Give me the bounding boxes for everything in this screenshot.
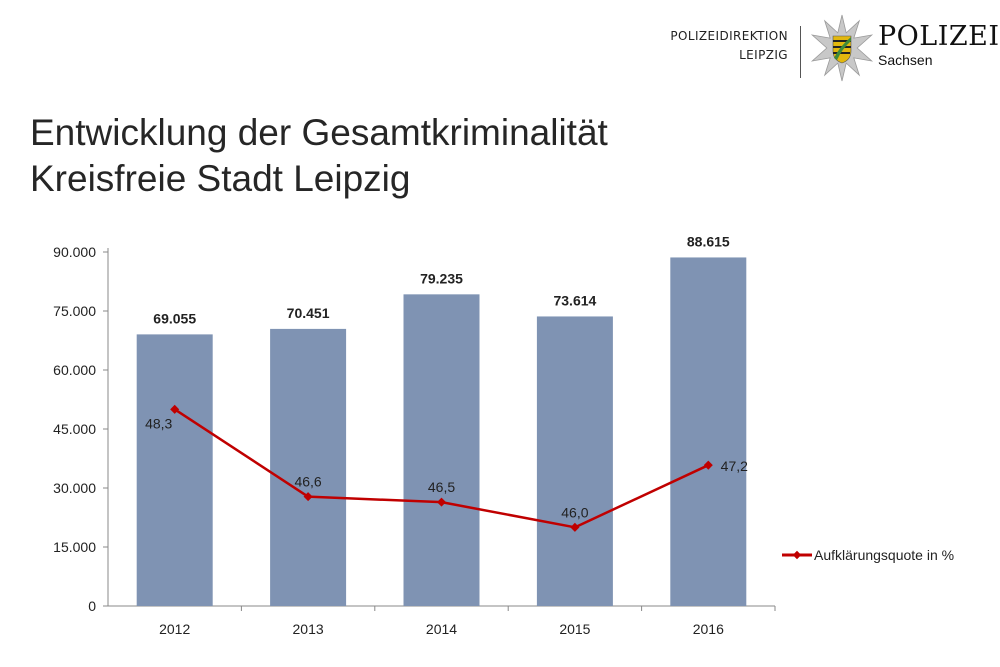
bar-value-label: 70.451 [287, 305, 330, 321]
x-tick-label: 2014 [426, 621, 457, 637]
brand-logo-text: POLIZEI Sachsen [878, 21, 1000, 69]
quota-marker [570, 522, 580, 532]
quota-marker [170, 404, 180, 414]
bar [270, 328, 347, 606]
x-tick-label: 2013 [293, 621, 324, 637]
bar-value-label: 88.615 [687, 233, 730, 249]
quota-value-label: 46,6 [294, 474, 321, 490]
org-line-2: LEIPZIG [739, 48, 788, 62]
title-line-2: Kreisfreie Stadt Leipzig [30, 158, 411, 199]
bar [670, 257, 747, 606]
org-line-1: POLIZEIDIREKTION [670, 29, 788, 43]
y-tick-label: 75.000 [53, 303, 96, 319]
bar [403, 294, 480, 606]
quota-value-label: 46,0 [561, 504, 588, 520]
y-tick-label: 30.000 [53, 480, 96, 496]
bar-value-label: 73.614 [553, 292, 596, 308]
bar [536, 316, 613, 606]
page-title: Entwicklung der Gesamtkriminalität Kreis… [30, 110, 608, 202]
y-tick-label: 0 [88, 598, 96, 614]
quota-value-label: 47,2 [721, 458, 748, 474]
police-star-icon [810, 14, 874, 82]
x-tick-label: 2016 [693, 621, 724, 637]
y-tick-label: 45.000 [53, 421, 96, 437]
bar [136, 334, 213, 606]
org-name: POLIZEIDIREKTION LEIPZIG [640, 27, 788, 65]
title-line-1: Entwicklung der Gesamtkriminalität [30, 112, 608, 153]
legend-marker-swatch [792, 550, 802, 560]
header-divider [800, 26, 801, 78]
bar-value-label: 69.055 [153, 310, 196, 326]
quota-value-label: 48,3 [145, 415, 172, 431]
y-tick-label: 60.000 [53, 362, 96, 378]
x-tick-label: 2012 [159, 621, 190, 637]
brand-subtitle: Sachsen [878, 52, 933, 68]
brand-name: POLIZEI [878, 21, 1000, 52]
y-tick-label: 90.000 [53, 244, 96, 260]
y-tick-label: 15.000 [53, 539, 96, 555]
x-tick-label: 2015 [559, 621, 590, 637]
quota-value-label: 46,5 [428, 479, 455, 495]
legend-label: Aufklärungsquote in % [814, 547, 954, 563]
bar-value-label: 79.235 [420, 270, 463, 286]
